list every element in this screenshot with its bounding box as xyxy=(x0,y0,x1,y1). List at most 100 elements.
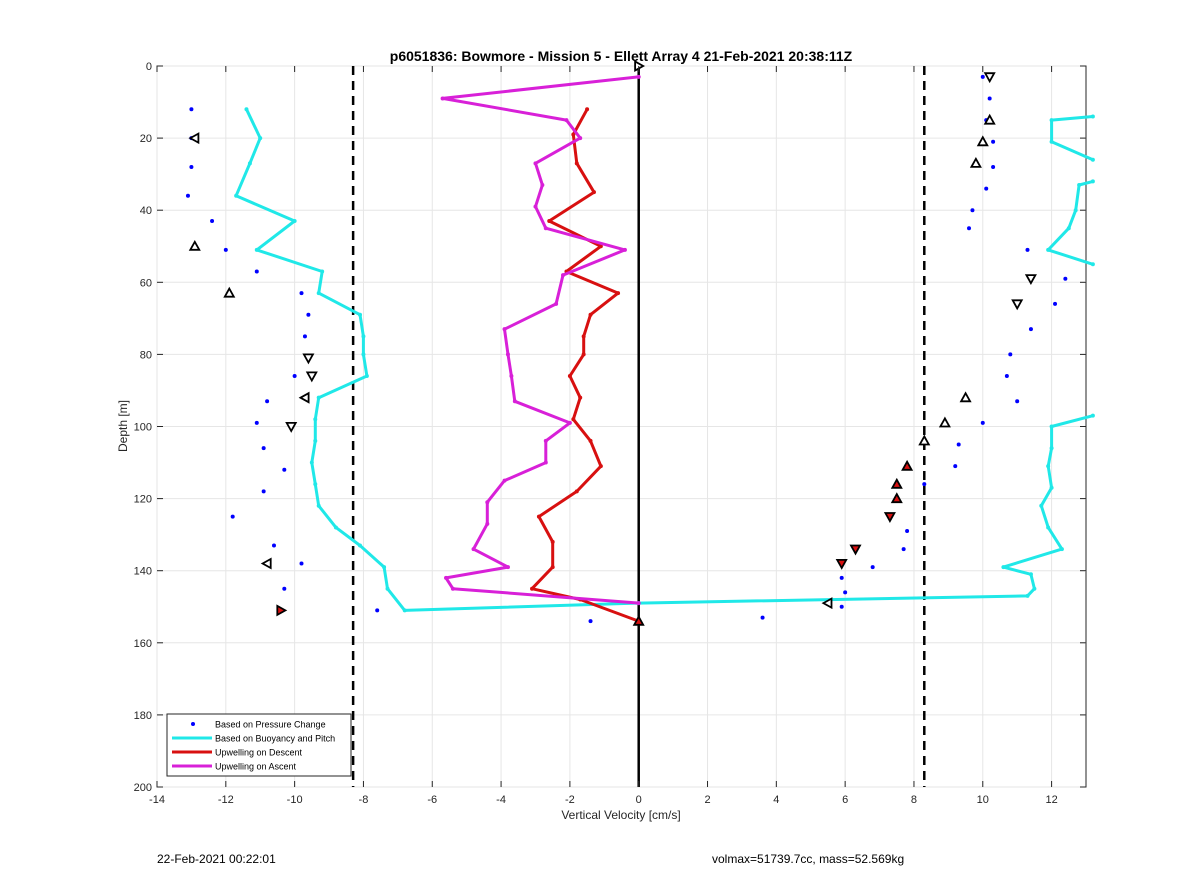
x-tick-label: 12 xyxy=(1045,794,1057,806)
series-vertex xyxy=(313,438,318,443)
x-tick-label: 4 xyxy=(773,794,779,806)
footer-glider-params: volmax=51739.7cc, mass=52.569kg xyxy=(712,852,905,866)
y-tick-label: 140 xyxy=(134,566,152,578)
pressure-change-point xyxy=(189,107,194,112)
triangle-marker xyxy=(890,477,903,489)
reference-lines xyxy=(351,66,926,787)
series-vertex xyxy=(530,586,535,591)
triangle-marker xyxy=(223,286,236,298)
series-vertex xyxy=(247,161,252,166)
series-vertex xyxy=(1077,182,1082,187)
series-vertex xyxy=(543,438,548,443)
series-vertex xyxy=(512,399,517,404)
pressure-change-point xyxy=(1028,327,1033,332)
pressure-change-point xyxy=(984,186,989,191)
pressure-change-point xyxy=(991,139,996,144)
triangle-marker xyxy=(938,416,951,428)
pressure-change-point xyxy=(922,482,927,487)
series-vertex xyxy=(1025,593,1030,598)
series-vertex xyxy=(1059,547,1064,552)
series-vertex xyxy=(571,132,576,137)
series-vertex xyxy=(502,327,507,332)
triangle-marker xyxy=(890,492,903,504)
series-vertex xyxy=(444,575,449,580)
series-vertex xyxy=(1090,179,1095,184)
series-vertex xyxy=(550,565,555,570)
x-tick-label: 10 xyxy=(977,794,989,806)
series-vertex xyxy=(581,334,586,339)
series-vertex xyxy=(540,182,545,187)
series-vertex xyxy=(533,161,538,166)
series-vertex xyxy=(550,539,555,544)
series-vertex xyxy=(385,586,390,591)
legend-entry: Upwelling on Descent xyxy=(172,748,303,758)
triangle-marker xyxy=(983,72,996,84)
series-line xyxy=(1050,115,1094,162)
footer-timestamp: 22-Feb-2021 00:22:01 xyxy=(157,852,276,866)
pressure-change-point xyxy=(1008,352,1013,357)
series-vertex xyxy=(598,244,603,249)
pressure-change-point xyxy=(1004,374,1009,379)
series-2 xyxy=(530,107,641,624)
series-vertex xyxy=(581,352,586,357)
legend-label: Based on Buoyancy and Pitch xyxy=(215,734,335,744)
series-vertex xyxy=(485,521,490,526)
series-vertex xyxy=(591,190,596,195)
series-vertex xyxy=(1039,503,1044,508)
pressure-change-point xyxy=(588,619,593,624)
pressure-change-point xyxy=(870,565,875,570)
pressure-change-point xyxy=(967,226,972,231)
series-vertex xyxy=(622,247,627,252)
triangle-marker xyxy=(959,391,972,403)
pressure-change-point xyxy=(189,164,194,169)
series-vertex xyxy=(578,136,583,141)
legend-label: Based on Pressure Change xyxy=(215,720,326,730)
series-vertex xyxy=(1032,586,1037,591)
x-tick-label: 6 xyxy=(842,794,848,806)
triangle-marker xyxy=(976,135,989,147)
x-tick-label: -14 xyxy=(149,794,165,806)
series-vertex xyxy=(1046,525,1051,530)
series-vertex xyxy=(1049,446,1054,451)
series-vertex xyxy=(588,438,593,443)
pressure-change-point xyxy=(282,467,287,472)
series-vertex xyxy=(402,608,407,613)
pressure-change-point xyxy=(905,529,910,534)
pressure-change-point xyxy=(230,514,235,519)
y-tick-label: 0 xyxy=(146,61,152,73)
series-vertex xyxy=(567,374,572,379)
x-axis-label: Vertical Velocity [cm/s] xyxy=(561,808,680,822)
x-tick-label: 8 xyxy=(911,794,917,806)
x-axis-ticks: -14 -12 -10 -8 -6 -4 -2 0 2 4 6 8 10 12 xyxy=(149,66,1058,806)
pressure-change-point xyxy=(980,420,985,425)
pressure-change-point xyxy=(839,604,844,609)
pressure-change-point xyxy=(261,489,266,494)
series-vertex xyxy=(292,219,297,224)
x-tick-label: -4 xyxy=(496,794,506,806)
series-vertex xyxy=(543,226,548,231)
pressure-change-point xyxy=(987,96,992,101)
series-vertex xyxy=(1028,572,1033,577)
pressure-change-point xyxy=(271,543,276,548)
series-vertex xyxy=(485,500,490,505)
legend-entry: Based on Pressure Change xyxy=(191,720,326,730)
pressure-change-point xyxy=(901,547,906,552)
series-vertex xyxy=(1090,157,1095,162)
triangle-marker xyxy=(305,371,318,383)
series-vertex xyxy=(578,395,583,400)
series-vertex xyxy=(313,417,318,422)
series-vertex xyxy=(564,118,569,123)
pressure-change-point xyxy=(953,464,958,469)
pressure-change-point xyxy=(839,575,844,580)
triangle-marker xyxy=(632,614,645,626)
series-vertex xyxy=(574,489,579,494)
series-vertex xyxy=(358,543,363,548)
pressure-change-point xyxy=(185,193,190,198)
pressure-change-point xyxy=(375,608,380,613)
pressure-change-point xyxy=(265,399,270,404)
series-1 xyxy=(234,107,1095,613)
y-tick-label: 180 xyxy=(134,710,152,722)
series-vertex xyxy=(505,565,510,570)
series-vertex xyxy=(440,96,445,101)
triangle-marker xyxy=(983,113,996,125)
